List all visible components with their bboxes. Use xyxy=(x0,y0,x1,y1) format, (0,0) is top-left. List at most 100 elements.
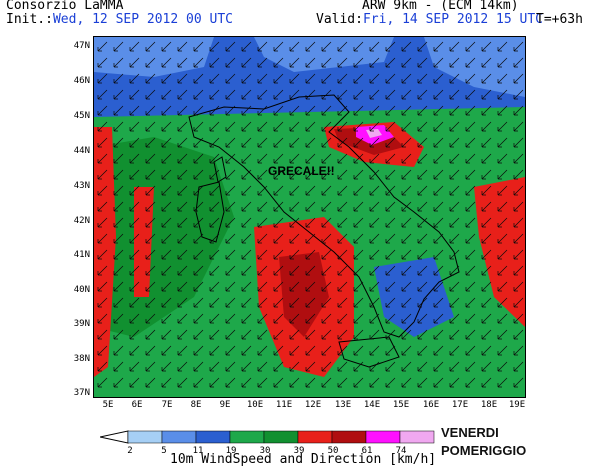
wind-arrow xyxy=(257,137,268,148)
wind-arrow xyxy=(385,313,396,324)
valid-label: Valid: xyxy=(316,12,363,27)
wind-arrow xyxy=(161,377,172,388)
wind-arrow xyxy=(273,89,284,100)
wind-arrow xyxy=(353,89,364,100)
wind-arrow xyxy=(145,249,156,260)
wind-arrow xyxy=(465,41,476,52)
wind-arrow xyxy=(209,217,220,228)
wind-arrow xyxy=(337,57,348,68)
wind-arrow xyxy=(385,217,396,228)
wind-arrow xyxy=(225,121,236,132)
wind-arrow xyxy=(161,137,172,148)
wind-arrow xyxy=(305,89,316,100)
wind-arrow xyxy=(113,73,124,84)
wind-arrow xyxy=(257,73,268,84)
wind-arrow xyxy=(369,105,380,116)
wind-arrow xyxy=(97,185,108,196)
wind-arrow xyxy=(433,377,444,388)
wind-arrow xyxy=(353,57,364,68)
colorbar-title: 10m WindSpeed and Direction [km/h] xyxy=(170,452,437,467)
wind-arrow xyxy=(305,217,316,228)
wind-arrow xyxy=(497,297,508,308)
wind-arrow xyxy=(337,201,348,212)
wind-arrow xyxy=(305,233,316,244)
colorbar-label-11: 11 xyxy=(192,446,204,456)
wind-arrow xyxy=(257,153,268,164)
wind-arrow xyxy=(145,329,156,340)
wind-arrow xyxy=(497,169,508,180)
wind-arrow xyxy=(481,361,492,372)
lat-label-41: 41N xyxy=(73,250,90,260)
wind-arrow xyxy=(97,329,108,340)
colorbar-segment xyxy=(229,430,265,444)
wind-arrow xyxy=(129,313,140,324)
wind-arrow xyxy=(385,185,396,196)
wind-arrow xyxy=(465,233,476,244)
wind-arrow xyxy=(97,105,108,116)
wind-arrow xyxy=(113,329,124,340)
wind-arrow xyxy=(273,297,284,308)
wind-arrow xyxy=(449,153,460,164)
wind-arrow xyxy=(465,73,476,84)
wind-arrow xyxy=(497,105,508,116)
lon-label-6e: 6E xyxy=(131,400,143,410)
lat-label-38: 38N xyxy=(73,354,90,364)
colorbar-label-50: 50 xyxy=(327,446,339,456)
wind-arrow xyxy=(321,233,332,244)
wind-arrow xyxy=(273,201,284,212)
wind-arrow xyxy=(209,249,220,260)
wind-arrow xyxy=(449,361,460,372)
wind-arrow xyxy=(241,329,252,340)
wind-arrow xyxy=(465,57,476,68)
wind-arrow xyxy=(497,281,508,292)
wind-arrow xyxy=(449,249,460,260)
wind-arrow xyxy=(177,377,188,388)
wind-arrow xyxy=(481,313,492,324)
wind-arrow xyxy=(177,313,188,324)
wind-arrow xyxy=(145,377,156,388)
wind-arrow xyxy=(145,185,156,196)
wind-arrow xyxy=(257,361,268,372)
wind-arrow xyxy=(161,329,172,340)
day-note: VENERDI xyxy=(441,425,499,440)
wind-arrow xyxy=(481,57,492,68)
wind-arrow xyxy=(369,281,380,292)
wind-arrow xyxy=(401,265,412,276)
wind-arrow xyxy=(481,329,492,340)
wind-arrow xyxy=(337,73,348,84)
wind-arrow xyxy=(225,57,236,68)
wind-arrow xyxy=(321,217,332,228)
wind-arrow xyxy=(257,281,268,292)
wind-arrow xyxy=(209,201,220,212)
wind-arrow xyxy=(209,345,220,356)
wind-arrow xyxy=(161,185,172,196)
wind-arrow xyxy=(417,201,428,212)
wind-arrow xyxy=(353,201,364,212)
wind-arrow xyxy=(513,233,524,244)
wind-arrow xyxy=(497,201,508,212)
wind-arrow xyxy=(241,169,252,180)
wind-arrow xyxy=(305,297,316,308)
lat-label-39: 39N xyxy=(73,319,90,329)
colorbar-segment xyxy=(195,430,231,444)
wind-arrow xyxy=(369,185,380,196)
wind-arrow xyxy=(417,233,428,244)
wind-arrow xyxy=(129,73,140,84)
wind-arrow xyxy=(241,265,252,276)
wind-arrow xyxy=(225,169,236,180)
wind-arrow xyxy=(321,361,332,372)
wind-arrow xyxy=(289,185,300,196)
wind-arrow xyxy=(353,361,364,372)
wind-arrow xyxy=(449,313,460,324)
wind-arrow xyxy=(481,41,492,52)
wind-arrow xyxy=(401,89,412,100)
wind-arrow xyxy=(353,137,364,148)
wind-arrow xyxy=(321,329,332,340)
wind-arrow xyxy=(113,297,124,308)
org-title: Consorzio LaMMA xyxy=(6,0,124,13)
wind-arrow xyxy=(433,41,444,52)
wind-arrow xyxy=(177,185,188,196)
wind-arrow xyxy=(481,281,492,292)
wind-arrow xyxy=(321,57,332,68)
wind-arrow xyxy=(225,73,236,84)
